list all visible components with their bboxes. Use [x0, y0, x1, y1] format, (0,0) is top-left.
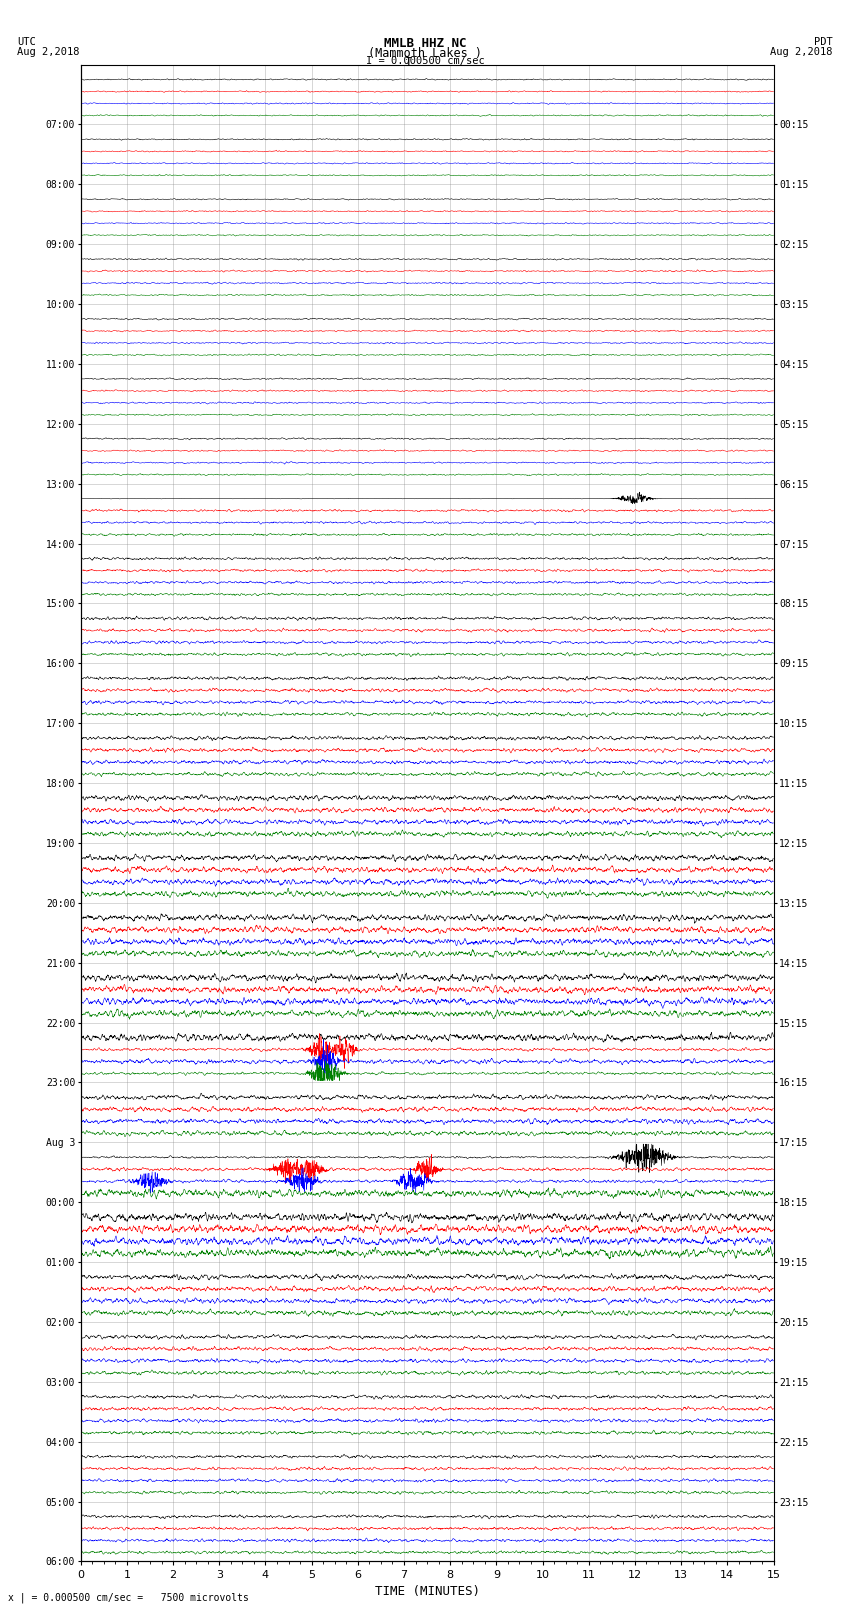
Text: Aug 2,2018: Aug 2,2018	[770, 47, 833, 56]
Text: I = 0.000500 cm/sec: I = 0.000500 cm/sec	[366, 56, 484, 66]
Text: PDT: PDT	[814, 37, 833, 47]
Text: Aug 2,2018: Aug 2,2018	[17, 47, 80, 56]
Text: x | = 0.000500 cm/sec =   7500 microvolts: x | = 0.000500 cm/sec = 7500 microvolts	[8, 1592, 249, 1603]
Text: UTC: UTC	[17, 37, 36, 47]
X-axis label: TIME (MINUTES): TIME (MINUTES)	[375, 1584, 479, 1597]
Text: MMLB HHZ NC: MMLB HHZ NC	[383, 37, 467, 50]
Text: I: I	[405, 56, 411, 69]
Text: (Mammoth Lakes ): (Mammoth Lakes )	[368, 47, 482, 60]
